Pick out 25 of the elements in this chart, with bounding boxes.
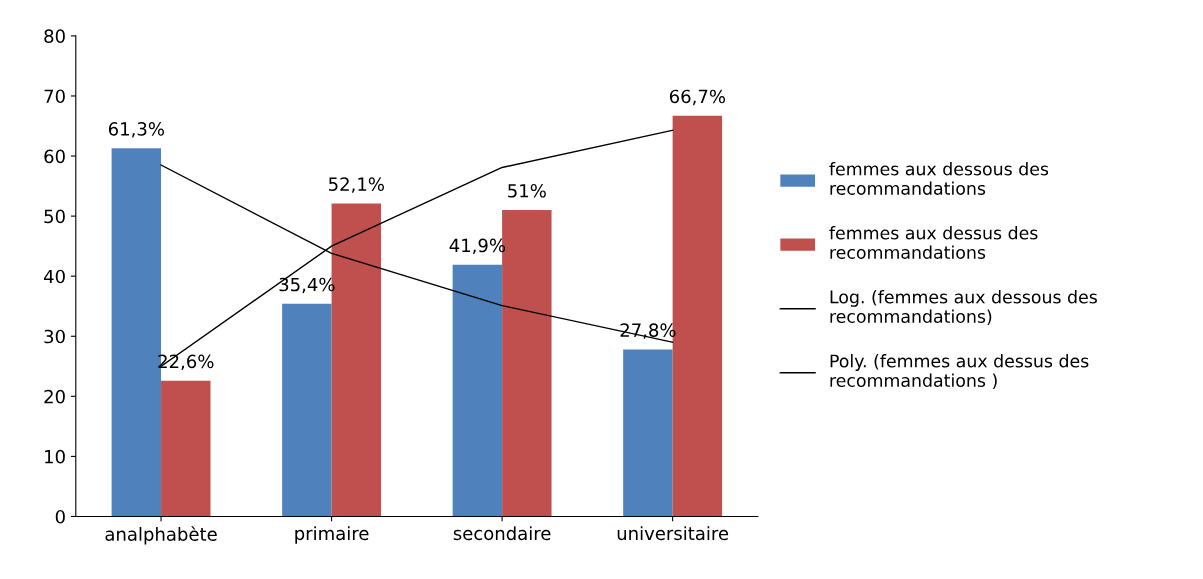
data-label: 61,3% (108, 122, 165, 138)
bar (452, 264, 503, 517)
y-tick-label: 80 (44, 29, 65, 44)
x-tick-label: universitaire (617, 526, 729, 541)
y-tick-label: 50 (44, 209, 65, 224)
legend-label: femmes aux dessus des recommandations (829, 226, 1038, 259)
y-tick-label: 10 (45, 449, 65, 464)
y-tick-label: 0 (55, 509, 65, 524)
data-label: 51% (508, 183, 546, 198)
legend-label: Log. (femmes aux dessous des recommandations) (830, 290, 1097, 325)
x-tick-label: secondaire (453, 526, 551, 541)
data-label: 52,1% (329, 177, 384, 193)
y-tick-label: 70 (44, 89, 65, 104)
x-tick-label: analphabète (105, 526, 217, 545)
x-tick-label: primaire (295, 526, 369, 544)
bar (161, 380, 211, 517)
y-tick-label: 60 (44, 149, 65, 164)
bar (623, 349, 673, 517)
y-tick-label: 40 (43, 269, 65, 284)
data-label: 66,7% (669, 89, 726, 106)
legend-label: femmes aux dessous des recommandations (829, 162, 1049, 195)
bar (282, 303, 332, 517)
y-tick-label: 20 (44, 389, 65, 404)
y-tick-label: 30 (44, 329, 65, 344)
legend-label: Poly. (femmes aux dessus des recommandations ) (830, 354, 1089, 390)
